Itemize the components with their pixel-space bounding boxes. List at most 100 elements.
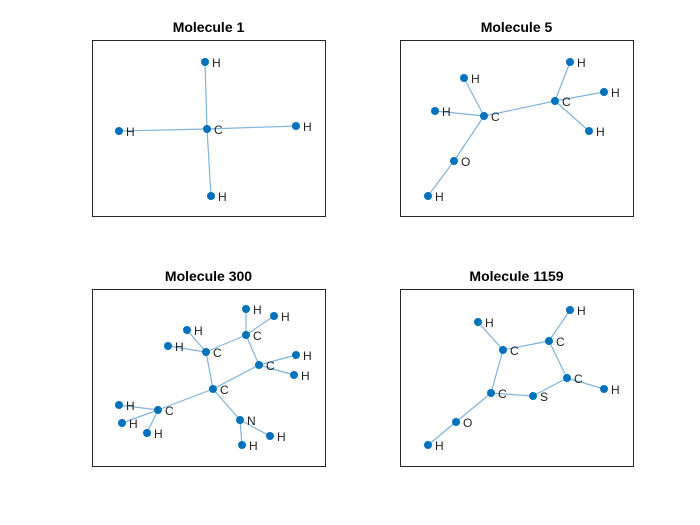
atom-label: C — [556, 335, 565, 349]
atom — [201, 58, 209, 66]
atom-label: H — [303, 349, 312, 363]
atom — [115, 127, 123, 135]
bond — [566, 377, 605, 390]
atom — [424, 441, 432, 449]
bond — [548, 340, 568, 379]
atom — [183, 326, 191, 334]
bond — [258, 364, 295, 376]
bond — [212, 364, 260, 390]
atom — [238, 441, 246, 449]
atom — [154, 406, 162, 414]
atom-label: C — [165, 404, 174, 418]
atom-label: C — [214, 123, 223, 137]
atom-label: C — [266, 359, 275, 373]
bond — [548, 309, 571, 342]
panel-title: Molecule 1159 — [469, 268, 563, 284]
atom — [450, 157, 458, 165]
atom-label: O — [463, 416, 472, 430]
atom-label: H — [249, 439, 258, 453]
atom — [143, 429, 151, 437]
atom — [563, 374, 571, 382]
atom-label: C — [510, 344, 519, 358]
panel-title: Molecule 5 — [481, 19, 553, 35]
atom — [551, 97, 559, 105]
atom — [164, 342, 172, 350]
atom — [207, 192, 215, 200]
panel-title: Molecule 300 — [165, 268, 252, 284]
bond — [554, 61, 571, 102]
atom-label: H — [577, 304, 586, 318]
bond — [483, 100, 556, 117]
atom — [203, 125, 211, 133]
atom — [480, 112, 488, 120]
atom — [566, 58, 574, 66]
bond — [490, 392, 534, 397]
axes-box — [400, 40, 634, 217]
atom-label: H — [303, 120, 312, 134]
atom-label: S — [540, 390, 548, 404]
atom-label: C — [562, 95, 571, 109]
bond — [212, 388, 241, 421]
atom-label: H — [277, 430, 286, 444]
atom-label: H — [611, 383, 620, 397]
atom-label: H — [194, 324, 203, 338]
bond — [502, 340, 550, 351]
atom — [600, 88, 608, 96]
atom-label: C — [220, 383, 229, 397]
atom-label: C — [574, 372, 583, 386]
atom — [242, 331, 250, 339]
atom — [529, 392, 537, 400]
atom-label: C — [498, 387, 507, 401]
bond — [206, 125, 297, 130]
atom — [290, 371, 298, 379]
bond — [118, 128, 208, 132]
bond — [434, 110, 485, 117]
bond — [157, 388, 214, 411]
atom-label: H — [154, 427, 163, 441]
atom-label: H — [253, 303, 262, 317]
bond — [239, 419, 243, 446]
atom-label: H — [175, 340, 184, 354]
atom-label: H — [129, 417, 138, 431]
molecule-panel: Molecule 5 C C H H H H H O H — [400, 19, 634, 217]
atom-label: H — [301, 369, 310, 383]
atom-label: H — [212, 56, 221, 70]
atom — [242, 305, 250, 313]
bond — [167, 345, 207, 353]
molecule-panel: Molecule 1 C H H H H — [92, 19, 326, 217]
atom — [266, 432, 274, 440]
axes-box — [400, 289, 634, 467]
atom — [209, 385, 217, 393]
atom — [585, 127, 593, 135]
panel-title: Molecule 1 — [173, 19, 245, 35]
atom — [487, 389, 495, 397]
bond — [463, 77, 485, 117]
bond — [204, 61, 208, 130]
bond — [532, 377, 568, 397]
bond — [554, 100, 590, 132]
bond — [118, 404, 159, 411]
atom — [255, 361, 263, 369]
bond — [490, 349, 504, 394]
atom-label: H — [442, 105, 451, 119]
atom-label: H — [577, 56, 586, 70]
bond — [554, 91, 605, 102]
atom — [499, 346, 507, 354]
atom-label: C — [253, 329, 262, 343]
atom-label: C — [491, 110, 500, 124]
atom-label: H — [596, 125, 605, 139]
atom — [566, 306, 574, 314]
bond — [245, 334, 260, 366]
bond — [146, 409, 159, 434]
atom — [236, 416, 244, 424]
atom-label: H — [435, 190, 444, 204]
bond — [186, 329, 207, 353]
bond — [245, 315, 275, 336]
atom-label: H — [471, 72, 480, 86]
atom — [292, 351, 300, 359]
atom — [460, 74, 468, 82]
atom — [600, 385, 608, 393]
